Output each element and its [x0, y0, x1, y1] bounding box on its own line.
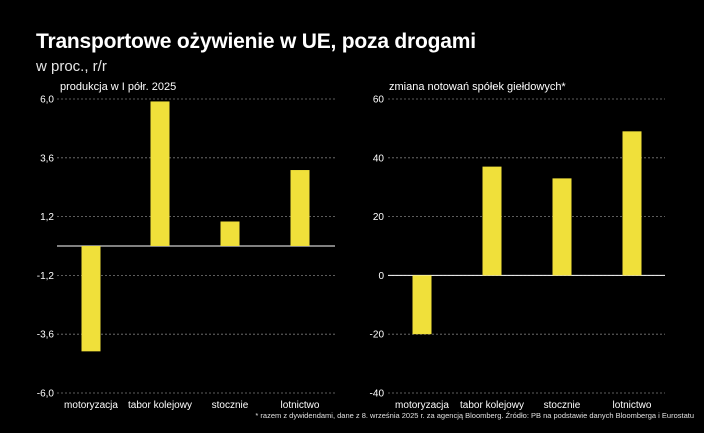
chart-title: Transportowe ożywienie w UE, poza drogam…	[36, 30, 476, 53]
panel-title: produkcja w I półr. 2025	[60, 81, 176, 93]
y-tick-label: 20	[373, 212, 385, 223]
y-tick-label: 0	[378, 271, 384, 282]
y-tick-label: -40	[370, 389, 385, 400]
y-tick-label: 6,0	[40, 95, 54, 106]
bar-motoryzacja	[81, 246, 101, 352]
category-label: stocznie	[544, 400, 581, 411]
panel-production: produkcja w I półr. 2025 6,0 3,6 1,2 -1,2 -3,…	[37, 81, 335, 411]
category-label: tabor kolejowy	[460, 400, 524, 411]
y-tick-label: -20	[370, 330, 385, 341]
y-tick-label: 1,2	[40, 212, 54, 223]
source-footnote: * razem z dywidendami, dane z 8. wrześni…	[255, 411, 694, 420]
category-label: stocznie	[212, 400, 249, 411]
category-label: lotnictwo	[281, 400, 320, 411]
y-tick-label: -1,2	[37, 271, 55, 282]
bar-motoryzacja	[412, 275, 432, 335]
y-tick-label: 40	[373, 153, 385, 164]
bar-tabor-kolejowy	[482, 166, 502, 276]
bar-lotnictwo	[622, 131, 642, 276]
category-label: motoryzacja	[395, 400, 449, 411]
category-label: tabor kolejowy	[128, 400, 192, 411]
y-tick-label: 60	[373, 95, 385, 106]
y-tick-label: -6,0	[37, 389, 55, 400]
chart-subtitle: w proc., r/r	[36, 58, 107, 75]
category-label: motoryzacja	[64, 400, 118, 411]
bar-tabor-kolejowy	[150, 101, 170, 246]
bar-lotnictwo	[290, 170, 310, 246]
panel-stock-change: zmiana notowań spółek giełdowych* 60 40 20 0…	[370, 81, 665, 411]
panel-title: zmiana notowań spółek giełdowych*	[389, 81, 566, 93]
y-tick-label: -3,6	[37, 330, 55, 341]
bar-stocznie	[552, 178, 572, 276]
y-tick-label: 3,6	[40, 153, 54, 164]
bar-stocznie	[220, 221, 240, 246]
category-label: lotnictwo	[613, 400, 652, 411]
